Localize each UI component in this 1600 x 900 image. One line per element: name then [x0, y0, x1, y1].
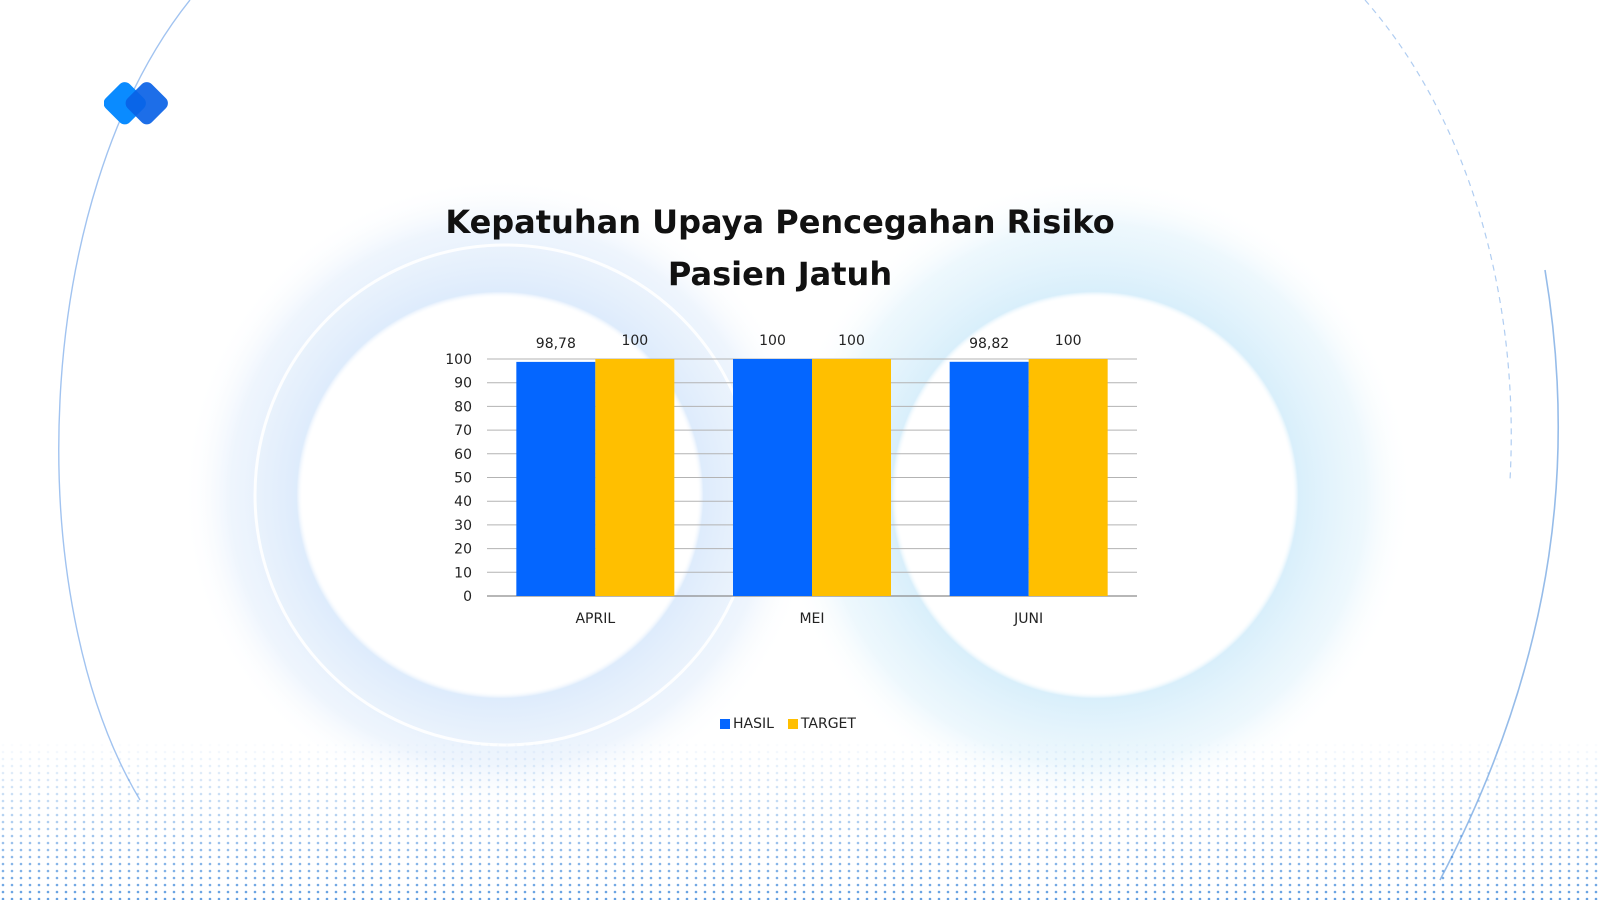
legend-swatch-hasil [720, 719, 730, 729]
legend-item-target: TARGET [787, 716, 856, 732]
data-label: 98,82 [969, 336, 1009, 352]
y-tick-label: 50 [454, 471, 472, 487]
x-category-label: MEI [799, 611, 824, 627]
y-tick-label: 30 [454, 518, 472, 534]
x-category-label: APRIL [575, 611, 615, 627]
data-label: 100 [621, 333, 648, 349]
double-diamond-logo-icon [104, 82, 168, 125]
chart-title: Kepatuhan Upaya Pencegahan Risiko Pasien… [380, 196, 1180, 300]
legend-swatch-target [787, 719, 798, 729]
chart-labels: 0 10 20 30 40 50 60 70 80 90 100 98,78 100 APRIL 100 10… [445, 333, 1081, 627]
y-tick-label: 10 [454, 565, 472, 581]
data-label: 100 [759, 333, 786, 349]
y-tick-label: 90 [454, 376, 472, 392]
y-tick-label: 100 [445, 352, 472, 368]
y-tick-label: 40 [454, 494, 472, 510]
x-category-label: JUNI [1013, 611, 1043, 627]
bar-target-mei [812, 359, 891, 596]
legend-item-hasil: HASIL [720, 716, 774, 732]
bar-hasil-mei [733, 359, 812, 596]
bar-hasil-april [516, 361, 596, 596]
legend-label-target: TARGET [800, 716, 856, 732]
data-label: 100 [838, 333, 865, 349]
y-tick-label: 20 [454, 542, 472, 558]
chart-title-line-1: Kepatuhan Upaya Pencegahan Risiko [445, 203, 1115, 241]
chart-legend: HASIL TARGET [720, 716, 856, 732]
y-tick-label: 0 [463, 589, 472, 605]
y-tick-label: 60 [454, 447, 472, 463]
chart-title-line-2: Pasien Jatuh [667, 255, 893, 293]
bar-hasil-juni [949, 361, 1029, 596]
data-label: 100 [1055, 333, 1082, 349]
data-label: 98,78 [536, 336, 576, 352]
bar-target-april [595, 359, 675, 596]
chart-bars [516, 359, 1108, 596]
legend-label-hasil: HASIL [733, 716, 774, 732]
bar-target-juni [1028, 359, 1108, 596]
y-tick-label: 70 [454, 423, 472, 439]
y-tick-label: 80 [454, 399, 472, 415]
